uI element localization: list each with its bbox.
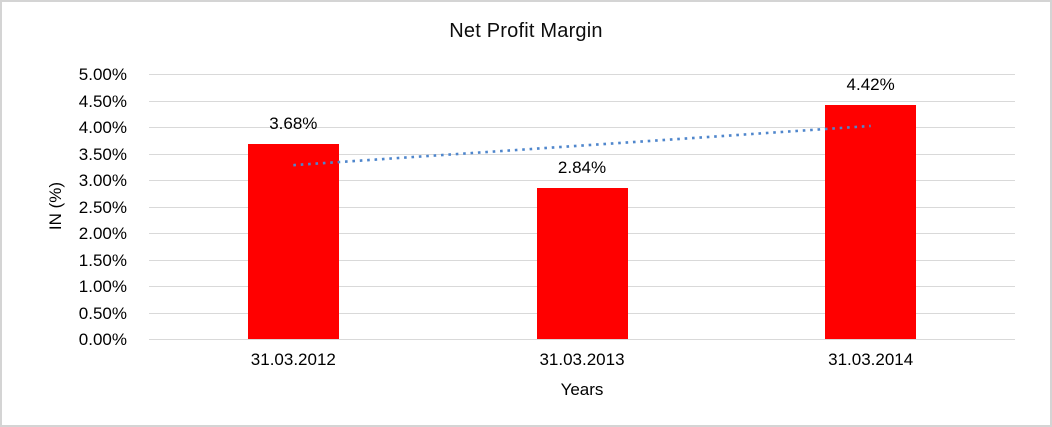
- y-tick-label: 3.00%: [78, 171, 127, 190]
- bar: [247, 143, 339, 339]
- y-tick-label: 2.00%: [78, 224, 127, 243]
- x-tick-label: 31.03.2013: [539, 350, 625, 369]
- grid-line: [149, 180, 1015, 181]
- x-tick-label: 31.03.2014: [828, 350, 914, 369]
- grid-line: [149, 100, 1015, 102]
- bar: [536, 188, 628, 339]
- y-tick-label: 5.00%: [78, 65, 127, 84]
- data-label: 2.84%: [557, 158, 607, 178]
- y-tick-label: 4.50%: [78, 91, 127, 111]
- y-tick-label: 0.00%: [78, 330, 127, 349]
- x-axis-title: Years: [560, 380, 604, 399]
- bar: [825, 104, 917, 339]
- y-tick-label: 0.50%: [78, 303, 127, 323]
- data-label: 4.42%: [846, 74, 895, 94]
- x-tick-label: 31.03.2012: [250, 350, 336, 369]
- grid-line: [149, 339, 1015, 340]
- y-tick-label: 2.50%: [78, 197, 127, 217]
- data-label: 3.68%: [269, 113, 318, 133]
- grid-line: [149, 74, 1015, 75]
- y-tick-label: 1.50%: [78, 250, 127, 270]
- y-tick-label: 1.00%: [78, 277, 127, 296]
- y-tick-label: 4.00%: [78, 118, 127, 137]
- chart-title: Net Profit Margin: [449, 20, 603, 42]
- y-tick-label: 3.50%: [78, 144, 127, 164]
